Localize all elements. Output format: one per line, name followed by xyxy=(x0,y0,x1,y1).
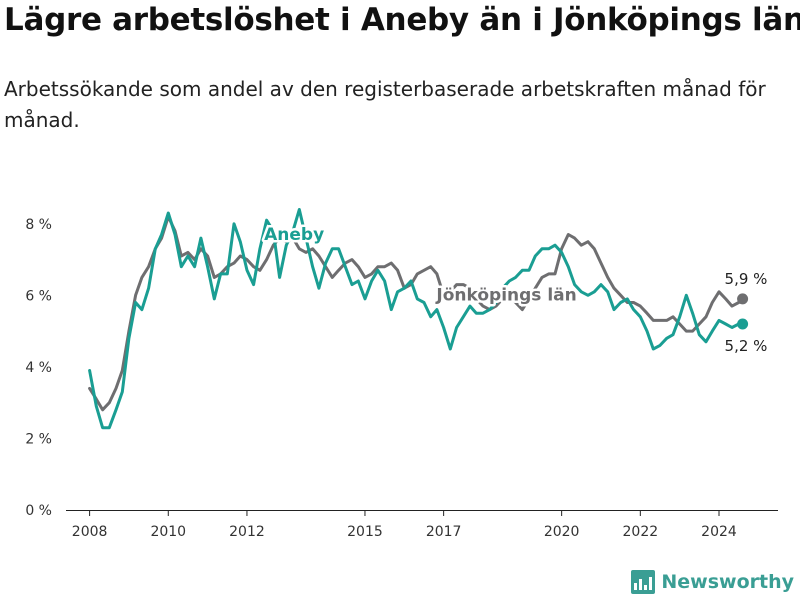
series-label-jonkopings-lan: Jönköpings län xyxy=(435,286,576,306)
x-tick-label: 2012 xyxy=(229,524,265,540)
y-tick-label: 6 % xyxy=(25,288,52,304)
y-tick-label: 0 % xyxy=(25,503,52,519)
series-end-label: 5,9 % xyxy=(725,270,768,288)
x-tick-label: 2010 xyxy=(150,524,186,540)
series-line-aneby xyxy=(88,208,745,430)
x-tick-label: 2022 xyxy=(623,524,659,540)
brand-name: Newsworthy xyxy=(661,571,794,593)
x-tick-label: 2020 xyxy=(544,524,580,540)
x-tick-label: 2024 xyxy=(701,524,737,540)
chart-subtitle: Arbetssökande som andel av den registerb… xyxy=(4,77,766,132)
series-label-aneby: Aneby xyxy=(264,225,324,245)
y-tick-label: 2 % xyxy=(25,431,52,447)
x-tick-label: 2008 xyxy=(72,524,108,540)
y-tick-label: 8 % xyxy=(25,217,52,233)
x-tick-label: 2017 xyxy=(426,524,462,540)
chart-title: Lägre arbetslöshet i Aneby än i Jönköpin… xyxy=(4,2,800,38)
series-end-label: 5,2 % xyxy=(725,337,768,355)
x-tick-label: 2015 xyxy=(347,524,383,540)
series-end-dot xyxy=(737,293,749,305)
series-end-dot xyxy=(737,318,749,330)
y-tick-label: 4 % xyxy=(25,360,52,376)
bar-chart-icon xyxy=(631,570,656,594)
series-line-jonkopings-lan xyxy=(88,215,745,412)
newsworthy-logo: Newsworthy xyxy=(631,570,794,594)
